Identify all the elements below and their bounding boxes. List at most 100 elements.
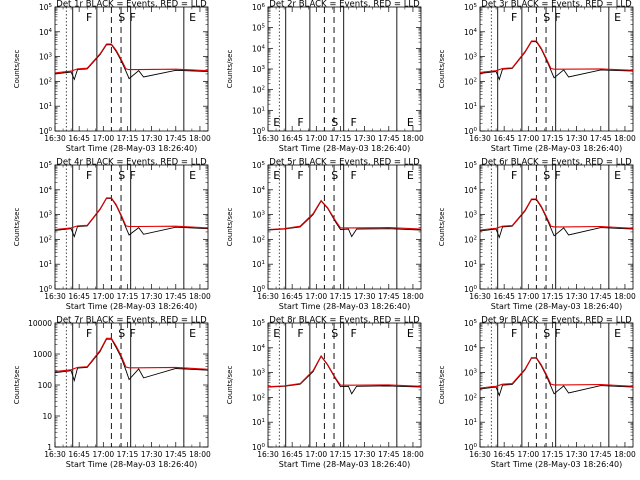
marker-letter: E bbox=[273, 116, 280, 129]
x-tick-label: 17:15 bbox=[117, 450, 139, 459]
y-tick-label: 103 bbox=[464, 369, 478, 378]
x-tick-label: 17:45 bbox=[165, 450, 187, 459]
x-tick-label: 17:00 bbox=[518, 292, 540, 301]
y-axis-label: Counts/sec bbox=[13, 208, 21, 247]
detector-panel-3: Det 3r BLACK = Events, RED = LLD 100 101 10… bbox=[438, 0, 636, 153]
lld-series-line bbox=[267, 354, 422, 388]
x-tick-label: 17:45 bbox=[165, 134, 187, 143]
marker-letter: S bbox=[118, 11, 125, 24]
x-tick-label: 17:15 bbox=[542, 450, 564, 459]
x-tick-label: 17:15 bbox=[117, 134, 139, 143]
y-tick-label: 105 bbox=[39, 3, 53, 12]
x-tick-label: 16:30 bbox=[469, 292, 491, 301]
y-tick-label: 101 bbox=[464, 102, 477, 111]
y-tick-label: 101 bbox=[39, 260, 52, 269]
x-tick-label: 16:30 bbox=[44, 450, 66, 459]
events-series-line bbox=[54, 44, 209, 81]
plot-frame bbox=[267, 322, 422, 448]
marker-letter: S bbox=[543, 11, 550, 24]
y-axis-label: Counts/sec bbox=[226, 208, 234, 247]
y-tick-label: 106 bbox=[252, 3, 266, 12]
panel-title: Det 6r BLACK = Events, RED = LLD bbox=[481, 158, 632, 168]
marker-letter: F bbox=[86, 169, 92, 182]
x-tick-label: 17:00 bbox=[306, 292, 328, 301]
x-tick-label: 17:30 bbox=[141, 134, 163, 143]
marker-letter: E bbox=[273, 327, 280, 340]
x-tick-label: 18:00 bbox=[189, 134, 211, 143]
x-tick-label: 17:00 bbox=[306, 134, 328, 143]
marker-letter: S bbox=[331, 169, 338, 182]
lld-series-line bbox=[54, 337, 209, 373]
x-tick-label: 16:30 bbox=[257, 450, 279, 459]
y-tick-label: 101 bbox=[252, 106, 265, 115]
y-axis-label: Counts/sec bbox=[226, 366, 234, 405]
plot-frame bbox=[479, 164, 634, 290]
x-tick-label: 17:00 bbox=[93, 292, 115, 301]
panel-title: Det 2r BLACK = Events, RED = LLD bbox=[269, 0, 420, 10]
y-tick-label: 102 bbox=[252, 393, 265, 402]
plot-frame bbox=[54, 322, 209, 448]
y-tick-label: 104 bbox=[464, 344, 478, 353]
x-tick-label: 16:45 bbox=[281, 292, 303, 301]
events-series-line bbox=[267, 355, 422, 395]
x-tick-label: 18:00 bbox=[402, 134, 424, 143]
x-axis-label: Start Time (28-May-03 18:26:40) bbox=[66, 144, 197, 153]
plot-frame bbox=[54, 6, 209, 132]
plot-frame bbox=[267, 164, 422, 290]
events-series-line bbox=[479, 41, 634, 81]
detector-panel-6: Det 6r BLACK = Events, RED = LLD 100 101 10… bbox=[438, 158, 636, 312]
x-tick-label: 17:30 bbox=[354, 134, 376, 143]
events-series-line bbox=[479, 199, 634, 239]
panel-title: Det 9r BLACK = Events, RED = LLD bbox=[481, 316, 632, 326]
x-tick-label: 17:45 bbox=[378, 292, 400, 301]
y-tick-label: 101 bbox=[39, 102, 52, 111]
marker-letter: F bbox=[129, 11, 135, 24]
y-tick-label: 104 bbox=[39, 28, 53, 37]
y-tick-label: 105 bbox=[252, 24, 266, 33]
x-tick-label: 18:00 bbox=[402, 292, 424, 301]
lld-series-line bbox=[54, 197, 209, 231]
y-axis-label: Counts/sec bbox=[226, 50, 234, 89]
y-tick-label: 100 bbox=[464, 285, 478, 294]
x-axis-label: Start Time (28-May-03 18:26:40) bbox=[279, 460, 410, 469]
marker-letter: S bbox=[543, 169, 550, 182]
x-tick-label: 16:30 bbox=[469, 450, 491, 459]
x-tick-label: 16:45 bbox=[281, 450, 303, 459]
plot-frame bbox=[54, 164, 209, 290]
y-tick-label: 102 bbox=[464, 235, 477, 244]
y-tick-label: 105 bbox=[464, 3, 478, 12]
detector-panel-2: Det 2r BLACK = Events, RED = LLD 100 101 10… bbox=[226, 0, 424, 153]
marker-letter: E bbox=[189, 11, 196, 24]
plot-frame bbox=[479, 322, 634, 448]
plot-frame bbox=[267, 6, 422, 132]
y-tick-label: 103 bbox=[39, 53, 53, 62]
y-tick-label: 105 bbox=[464, 161, 478, 170]
y-tick-label: 104 bbox=[464, 28, 478, 37]
x-tick-label: 17:15 bbox=[330, 450, 352, 459]
lld-series-line bbox=[479, 198, 634, 231]
y-axis-label: Counts/sec bbox=[13, 366, 21, 405]
x-tick-label: 16:45 bbox=[68, 134, 90, 143]
x-tick-label: 17:15 bbox=[330, 134, 352, 143]
panel-title: Det 8r BLACK = Events, RED = LLD bbox=[269, 316, 420, 326]
x-tick-label: 17:45 bbox=[378, 134, 400, 143]
x-tick-label: 17:30 bbox=[566, 450, 588, 459]
marker-letter: E bbox=[614, 327, 621, 340]
x-tick-label: 17:00 bbox=[306, 450, 328, 459]
marker-letter: F bbox=[511, 327, 517, 340]
marker-letter: F bbox=[351, 327, 357, 340]
panel-title: Det 3r BLACK = Events, RED = LLD bbox=[481, 0, 632, 10]
detector-panel-9: Det 9r BLACK = Events, RED = LLD 100 101 10… bbox=[438, 316, 636, 470]
y-tick-label: 100 bbox=[39, 127, 53, 136]
y-tick-label: 102 bbox=[39, 77, 52, 86]
marker-letter: F bbox=[351, 169, 357, 182]
x-tick-label: 17:00 bbox=[518, 450, 540, 459]
x-tick-label: 17:15 bbox=[542, 292, 564, 301]
y-tick-label: 103 bbox=[252, 369, 266, 378]
y-tick-label: 102 bbox=[252, 235, 265, 244]
events-series-line bbox=[479, 357, 634, 397]
x-tick-label: 17:30 bbox=[354, 292, 376, 301]
marker-letter: F bbox=[297, 169, 303, 182]
x-tick-label: 17:45 bbox=[378, 450, 400, 459]
x-tick-label: 16:45 bbox=[281, 134, 303, 143]
